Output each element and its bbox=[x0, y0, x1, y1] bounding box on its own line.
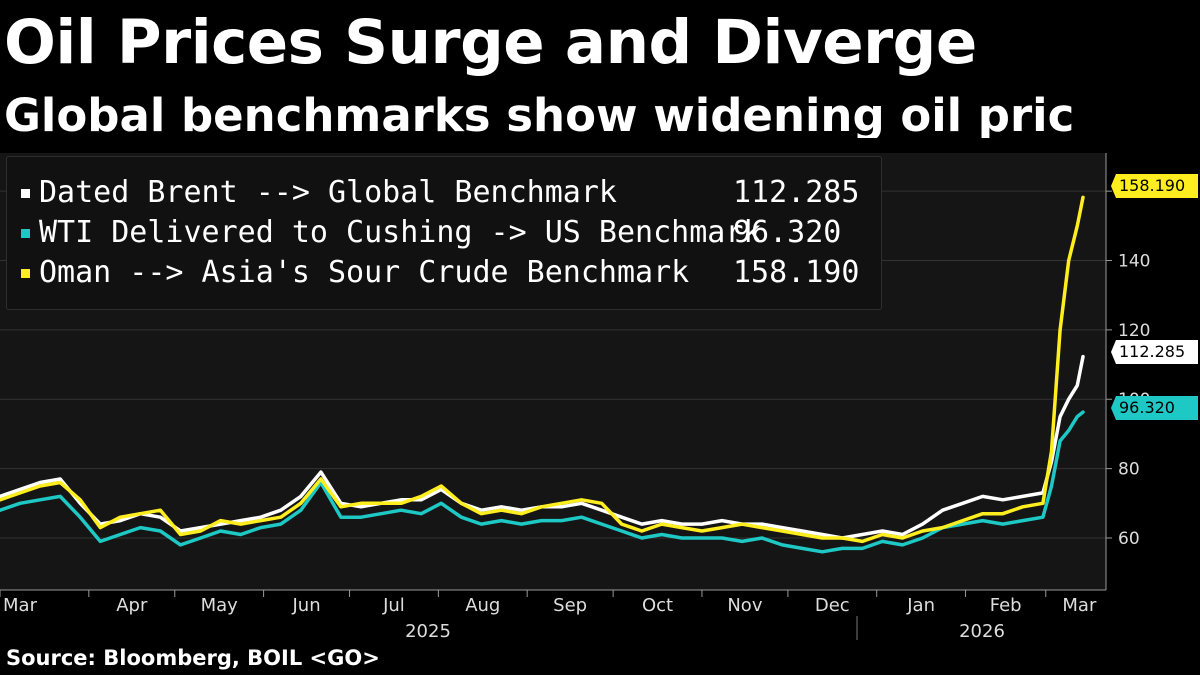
x-tick-label: Mar bbox=[1062, 595, 1097, 616]
legend-label: WTI Delivered to Cushing -> US Benchmark bbox=[39, 215, 762, 250]
legend: Dated Brent --> Global Benchmark 112.285… bbox=[6, 156, 882, 310]
legend-label: Dated Brent --> Global Benchmark bbox=[39, 175, 617, 210]
legend-value: 96.320 bbox=[733, 215, 842, 250]
y-tick-labels: 6080100120140160 bbox=[1118, 182, 1150, 549]
legend-item-wti: WTI Delivered to Cushing -> US Benchmark… bbox=[21, 215, 841, 251]
legend-item-dated-brent: Dated Brent --> Global Benchmark 112.285 bbox=[21, 175, 859, 211]
last-value-tag-brent: 112.285 bbox=[1111, 340, 1198, 364]
legend-swatch bbox=[21, 268, 30, 278]
x-tick-label: Aug bbox=[465, 595, 500, 616]
y-tick-label: 60 bbox=[1118, 529, 1140, 549]
year-label: 2025 bbox=[405, 621, 451, 642]
y-tick-label: 120 bbox=[1118, 321, 1150, 341]
x-tick-labels: Mar Apr May Jun Jul Aug Sep Oct Nov Dec Jan Feb Mar 2… bbox=[3, 595, 1097, 642]
x-tick-label: Feb bbox=[990, 595, 1022, 616]
x-tick-label: Oct bbox=[642, 595, 673, 616]
x-tick-label: Apr bbox=[116, 595, 148, 616]
legend-label: Oman --> Asia's Sour Crude Benchmark bbox=[39, 255, 690, 290]
x-tick-label: May bbox=[201, 595, 239, 616]
source-note: Source: Bloomberg, BOIL <GO> bbox=[6, 646, 380, 670]
x-tick-label: Sep bbox=[553, 595, 587, 616]
legend-value: 158.190 bbox=[733, 255, 860, 290]
x-tick-label: Jun bbox=[292, 595, 321, 616]
legend-swatch bbox=[21, 228, 30, 238]
x-tick-label: Mar bbox=[3, 595, 38, 616]
series-line-dated-brent bbox=[0, 354, 1085, 540]
last-value-tag-oman: 158.190 bbox=[1111, 174, 1198, 198]
y-tick-label: 140 bbox=[1118, 252, 1150, 272]
legend-value: 112.285 bbox=[733, 175, 860, 210]
x-tick-label: Jan bbox=[906, 595, 935, 616]
year-label: 2026 bbox=[959, 621, 1005, 642]
x-tick-label: Dec bbox=[815, 595, 850, 616]
y-tick-label: 80 bbox=[1118, 460, 1140, 480]
last-value-tag-wti: 96.320 bbox=[1111, 396, 1198, 420]
x-tick-label: Jul bbox=[382, 595, 405, 616]
chart-title: Oil Prices Surge and Diverge bbox=[4, 7, 977, 78]
x-tick-label: Nov bbox=[727, 595, 762, 616]
chart-subtitle: Global benchmarks show widening oil pric bbox=[4, 93, 1075, 138]
legend-swatch bbox=[21, 188, 30, 198]
legend-item-oman: Oman --> Asia's Sour Crude Benchmark 158… bbox=[21, 255, 859, 291]
series-lines bbox=[0, 195, 1085, 554]
series-line-oman bbox=[0, 195, 1085, 544]
